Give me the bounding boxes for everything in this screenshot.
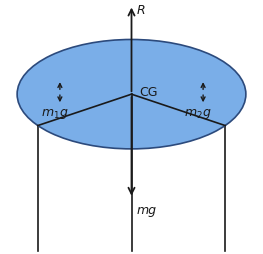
Text: $m_1g$: $m_1g$ xyxy=(41,107,69,121)
Text: CG: CG xyxy=(139,86,158,99)
Text: R: R xyxy=(136,4,145,17)
Text: $m_2g$: $m_2g$ xyxy=(184,107,212,121)
Ellipse shape xyxy=(17,39,246,149)
Text: mg: mg xyxy=(136,203,156,217)
